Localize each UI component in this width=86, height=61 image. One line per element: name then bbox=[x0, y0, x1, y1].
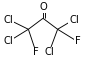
Text: Cl: Cl bbox=[69, 15, 79, 25]
Text: O: O bbox=[39, 2, 47, 12]
Text: F: F bbox=[33, 47, 39, 57]
Text: Cl: Cl bbox=[4, 15, 14, 25]
Text: Cl: Cl bbox=[44, 47, 54, 57]
Text: Cl: Cl bbox=[4, 36, 14, 46]
Text: F: F bbox=[75, 36, 80, 46]
